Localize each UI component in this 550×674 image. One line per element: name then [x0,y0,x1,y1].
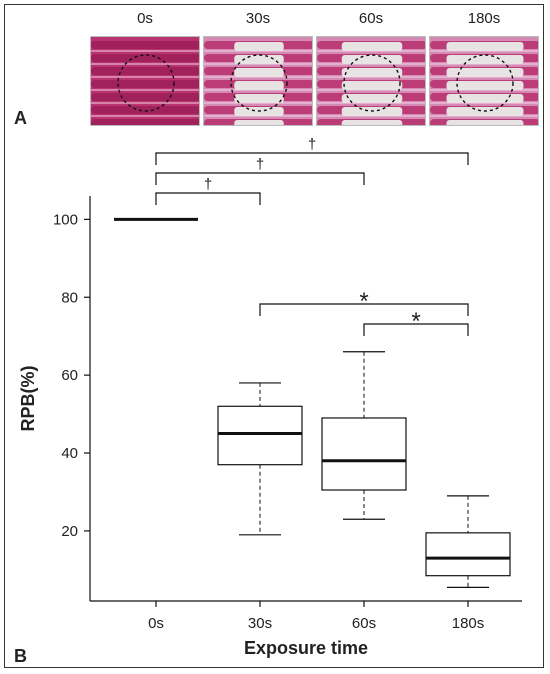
thread-crest [91,106,199,114]
thread-crest [91,54,199,62]
clean-area [234,68,284,77]
box-30s [217,382,303,536]
iqr-box [321,417,407,491]
photo-label-60s: 60s [358,10,384,27]
bracket-line [155,152,469,165]
photo-label-180s: 180s [467,10,501,27]
region-circle [117,54,175,112]
bracket-line [155,172,365,185]
x-tick-label: 0s [148,615,164,632]
clean-area [234,81,284,90]
panel-label-a: A [14,108,27,128]
region-circle [456,54,514,112]
clean-area [446,81,524,90]
y-axis-title: RPB(%) [18,365,38,431]
significance-mark: * [411,308,420,335]
significance-mark: † [204,176,212,193]
clean-area [341,68,403,77]
significance-bracket-above: † [155,156,365,185]
significance-mark: † [256,156,264,173]
clean-area [446,120,524,125]
panel-label-b: B [14,646,27,666]
clean-area [446,68,524,77]
y-tick-label: 20 [61,523,78,540]
bracket-line [259,303,469,316]
clean-area [341,94,403,103]
screw-thread-image [204,37,312,125]
screw-thread-image [317,37,425,125]
thread-crest [91,67,199,75]
box-180s [425,495,511,588]
significance-bracket-above: † [155,176,261,205]
photo-0s [90,36,200,126]
region-circle [343,54,401,112]
screw-thread-image [430,37,538,125]
clean-area [234,94,284,103]
region-circle [230,54,288,112]
significance-bracket-above: † [155,136,469,165]
clean-area [234,42,284,51]
bracket-line [363,323,469,336]
iqr-box [425,532,511,577]
thread-crest [91,41,199,49]
x-axis-title: Exposure time [244,638,368,658]
clean-area [341,42,403,51]
figure-frame [4,4,544,668]
x-tick-label: 180s [452,615,485,632]
x-tick-label: 60s [352,615,376,632]
y-tick-label: 40 [61,445,78,462]
clean-area [341,55,403,64]
y-tick-label: 60 [61,367,78,384]
iqr-box [217,405,303,466]
clean-area [341,81,403,90]
significance-mark: † [308,136,316,153]
y-tick-label: 100 [53,211,78,228]
photo-label-30s: 30s [245,10,271,27]
significance-bracket-inside: * [259,288,469,316]
clean-area [446,42,524,51]
x-tick-label: 30s [248,615,272,632]
bracket-line [155,192,261,205]
thread-crest [91,119,199,125]
significance-mark: * [359,288,368,315]
photo-180s [429,36,539,126]
photo-label-0s: 0s [137,10,153,27]
box-60s [321,351,407,520]
y-tick-label: 80 [61,289,78,306]
photo-30s [203,36,313,126]
significance-bracket-inside: * [363,308,469,336]
screw-thread-image [91,37,199,125]
photo-60s [316,36,426,126]
clean-area [341,120,403,125]
clean-area [234,120,284,125]
clean-area [446,94,524,103]
